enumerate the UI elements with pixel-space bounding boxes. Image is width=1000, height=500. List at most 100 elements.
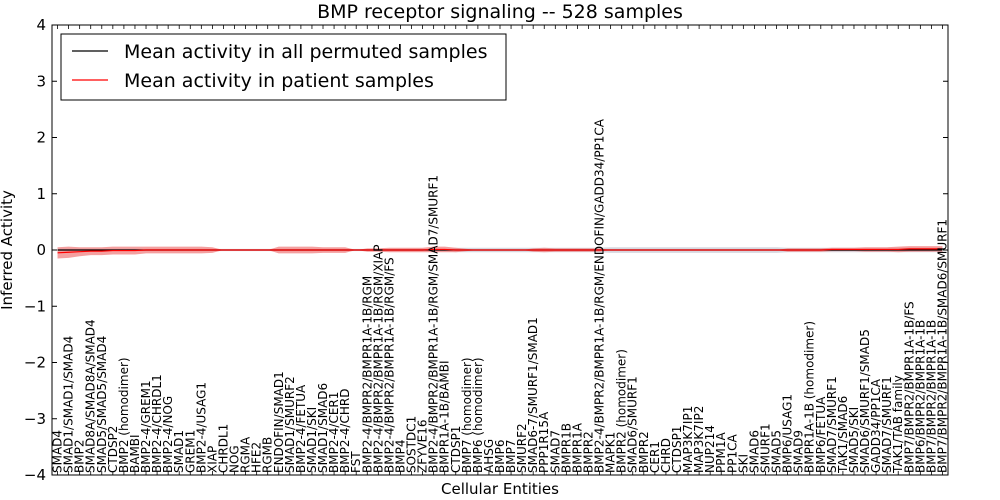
- plot-area: [57, 246, 943, 259]
- y-tick-label: 1: [36, 185, 46, 203]
- x-axis-title: Cellular Entities: [441, 480, 559, 498]
- y-tick-label: 3: [36, 72, 46, 90]
- entity-label: SMAD5/SKI: [847, 407, 861, 473]
- entity-label: CTDSP2: [106, 426, 120, 473]
- y-tick-label: 0: [36, 241, 46, 259]
- entity-label: BMP2-4/BMPR2/BMPR1A-1B/RGM/FS: [382, 257, 396, 473]
- entity-label: BMP2-4/GREM1: [139, 380, 153, 473]
- entity-labels: SMAD4SMAD1/SMAD1/SMAD4BMP2SMAD8A/SMAD8A/…: [51, 118, 950, 474]
- entity-label: BMP6 (homodimer): [471, 357, 485, 473]
- entity-label: BMP2-4/BMPR2/BMPR1A-1B/RGM: [360, 276, 374, 473]
- y-tick-label: −2: [24, 354, 46, 372]
- entity-label: BMPR1A-1B (homodimer): [803, 321, 817, 473]
- y-tick-label: −3: [24, 410, 46, 428]
- entity-label: BMPR2: [581, 431, 595, 473]
- entity-label: NOG: [228, 445, 242, 473]
- entity-label: CHRDL1: [216, 424, 230, 473]
- entity-label: BMP6: [493, 440, 507, 473]
- entity-label: BMPR1B: [559, 423, 573, 473]
- entity-label: AHSG: [482, 439, 496, 473]
- series-line-patient: [57, 248, 943, 254]
- entity-label: CHRD: [659, 438, 673, 473]
- entity-label: ZFYVE16: [416, 419, 430, 473]
- entity-label: CTDSP1: [449, 426, 463, 473]
- entity-label: SMAD7: [548, 430, 562, 473]
- entity-label: SMAD6/SMURF1/SMAD5: [858, 329, 872, 473]
- entity-label: SOSTDC1: [405, 416, 419, 473]
- entity-label: TAK1/SMAD6: [836, 396, 850, 474]
- entity-label: BMP2-4/BMPR2/BMPR1A-1B/RGM/ENDOFIN/GADD3…: [593, 118, 607, 473]
- entity-label: BMPR1A-1B/BAMBI: [438, 360, 452, 473]
- band-patient: [57, 246, 943, 259]
- entity-label: BMPR2: [637, 431, 651, 473]
- legend-label-patient: Mean activity in patient samples: [124, 70, 434, 92]
- entity-label: BMPR2 (homodimer): [615, 349, 629, 473]
- entity-label: SMAD1/SMAD6: [316, 383, 330, 473]
- legend: Mean activity in all permuted samples Me…: [60, 33, 507, 101]
- entity-label: BMP6/USAG1: [781, 394, 795, 473]
- entity-label: SMAD1/SKI: [305, 407, 319, 473]
- entity-label: BMP4: [393, 440, 407, 473]
- entity-label: BMP6/BMPR2/BMPR1A-1B: [913, 320, 927, 473]
- entity-label: BMP7 (homodimer): [460, 357, 474, 473]
- entity-label: HFE2: [250, 442, 264, 473]
- entity-label: MAP3K7IP2: [692, 406, 706, 473]
- entity-label: SMAD6: [747, 430, 761, 473]
- entity-label: BMP6/FETUA: [814, 396, 828, 473]
- entity-label: SMAD1/SMURF2: [283, 376, 297, 473]
- entity-label: CER1: [648, 441, 662, 473]
- entity-label: SKI: [736, 454, 750, 473]
- y-axis-title: Inferred Activity: [0, 190, 16, 310]
- entity-label: SMAD5: [770, 430, 784, 473]
- entity-label: MAPK1: [604, 432, 618, 473]
- entity-label: SMAD1/SMAD1/SMAD4: [62, 336, 76, 473]
- entity-label: SMAD5/SMAD5/SMAD4: [95, 336, 109, 473]
- entity-label: PP1CA: [725, 434, 739, 473]
- entity-label: BMP2-4/FETUA: [294, 384, 308, 473]
- entity-label: PPM1A: [714, 432, 728, 473]
- entity-label: SMAD4: [51, 430, 65, 473]
- entity-label: SMAD7/SMURF1: [880, 376, 894, 473]
- axes: −4 −3 −2 −1 0 1 2 3 4: [24, 16, 949, 484]
- entity-label: BMP7/BMPR2/BMPR1A-1B/FS: [902, 301, 916, 473]
- entity-label: SMURF2: [515, 423, 529, 473]
- entity-label: TAK1/TAB family: [891, 375, 905, 474]
- entity-label: BMP2-4/BMPR2/BMPR1A-1B/RGM/SMAD7/SMURF1: [427, 175, 441, 473]
- legend-label-permuted: Mean activity in all permuted samples: [124, 41, 487, 63]
- entity-label: FST: [349, 451, 363, 473]
- entity-label: BMP2-4/CHRD: [338, 389, 352, 473]
- entity-label: BMP2-4/NOG: [161, 396, 175, 473]
- entity-label: BMP7/BMPR2/BMPR1A-1B: [924, 320, 938, 473]
- entity-label: BMP2-4/CER1: [327, 392, 341, 473]
- entity-label: BMP2-4/USAG1: [194, 382, 208, 473]
- entity-label: ENDOFIN/SMAD1: [272, 371, 286, 473]
- y-tick-label: 2: [36, 129, 46, 147]
- entity-label: XIAP: [205, 446, 219, 473]
- y-tick-label: −4: [24, 466, 46, 484]
- entity-label: BAMBI: [128, 434, 142, 473]
- entity-label: RGMB: [261, 437, 275, 473]
- entity-label: BMPR1A: [570, 422, 584, 473]
- entity-label: PPP1R15A: [537, 411, 551, 473]
- entity-label: RGMA: [239, 436, 253, 473]
- y-tick-label: −1: [24, 297, 46, 315]
- entity-label: SMAD1: [172, 430, 186, 473]
- entity-label: NUP214: [703, 425, 717, 473]
- entity-label: SMAD6/SMURF1: [626, 376, 640, 473]
- entity-label: SMAD9: [792, 430, 806, 473]
- entity-label: BMP2: [73, 440, 87, 473]
- entity-label: BMP2-4/CHRDL1: [150, 374, 164, 473]
- entity-label: SMAD8A/SMAD8A/SMAD4: [84, 319, 98, 473]
- y-tick-label: 4: [36, 16, 46, 34]
- entity-label: SMURF1: [758, 423, 772, 473]
- entity-label: GREM1: [183, 430, 197, 473]
- entity-label: MAP3K7IP1: [681, 406, 695, 473]
- entity-label: BMP7: [504, 440, 518, 473]
- chart-title: BMP receptor signaling -- 528 samples: [317, 1, 683, 23]
- entity-label: CTDSP1: [670, 426, 684, 473]
- entity-label: BMP2-4/BMPR2/BMPR1A-1B/RGM/XIAP: [371, 244, 385, 473]
- entity-label: BMP2 (homodimer): [117, 357, 131, 473]
- legend-box: [60, 33, 507, 101]
- entity-label: SMAD7/SMURF1: [825, 376, 839, 473]
